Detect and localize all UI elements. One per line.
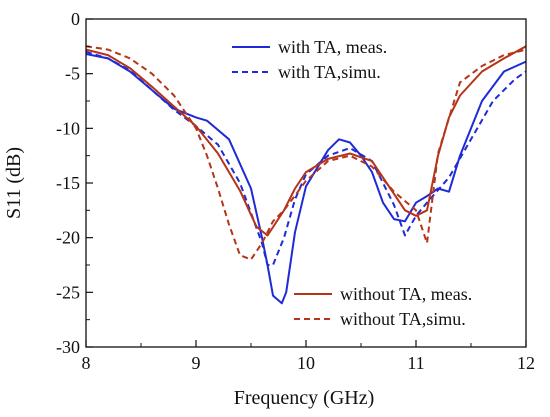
y-tick-label: -25 — [56, 282, 80, 302]
series-layer — [85, 45, 527, 305]
x-axis-title: Frequency (GHz) — [234, 387, 375, 409]
legend-label: without TA, meas. — [340, 284, 472, 304]
x-tick-label: 12 — [517, 353, 535, 373]
x-tick-label: 9 — [192, 353, 201, 373]
series-line-0 — [85, 53, 527, 305]
series-line-1 — [85, 50, 527, 266]
legend-label: with TA, meas. — [278, 37, 387, 57]
y-tick-label: -30 — [56, 337, 80, 357]
y-tick-label: -10 — [56, 118, 80, 138]
legend-label: without TA,simu. — [340, 309, 466, 329]
y-tick-label: 0 — [71, 9, 80, 29]
legend-label: with TA,simu. — [278, 62, 381, 82]
x-tick-label: 11 — [407, 353, 424, 373]
ticks-layer: 8 9 10 11 12 0 -5 -10 -15 -20 -25 -30 — [56, 9, 535, 373]
y-axis-title: S11 (dB) — [3, 147, 25, 219]
legend-layer: with TA, meas. with TA,simu. without TA, m… — [232, 37, 472, 329]
x-tick-label: 8 — [82, 353, 91, 373]
y-tick-label: -20 — [56, 228, 80, 248]
y-tick-label: -5 — [65, 64, 80, 84]
y-tick-label: -15 — [56, 173, 80, 193]
x-tick-label: 10 — [297, 353, 315, 373]
